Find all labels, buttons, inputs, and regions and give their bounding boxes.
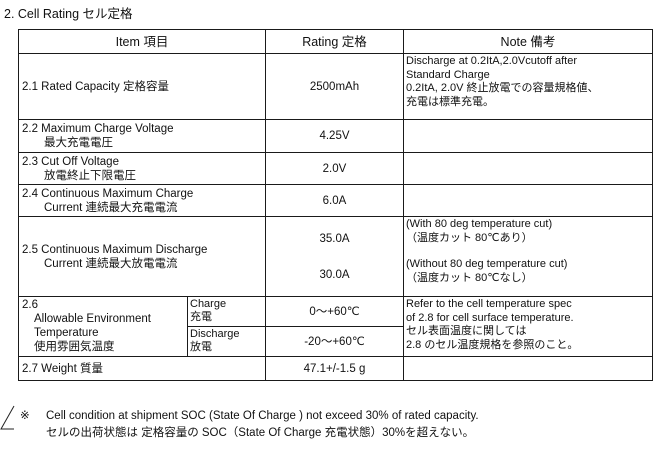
note-mark: ※ bbox=[20, 410, 30, 422]
row-cutoff-voltage: 2.3 Cut Off Voltage 放電終止下限電圧 2.0V bbox=[18, 152, 653, 185]
item-ja: 最大充電電圧 bbox=[44, 137, 113, 149]
note-empty bbox=[403, 356, 653, 381]
sub-charge: Charge 充電 bbox=[187, 296, 266, 327]
item-ja: Current 連続最大放電電流 bbox=[44, 257, 178, 270]
item-continuous-discharge: 2.5 Continuous Maximum Discharge Current… bbox=[18, 216, 266, 297]
item-line: Temperature bbox=[34, 327, 99, 339]
note-empty bbox=[403, 152, 653, 185]
sub-label: Charge bbox=[190, 298, 227, 310]
section-title: 2. Cell Rating セル定格 bbox=[4, 7, 133, 21]
item-cutoff-voltage: 2.3 Cut Off Voltage 放電終止下限電圧 bbox=[18, 152, 266, 185]
header-row: Item 項目 Rating 定格 Note 備考 bbox=[18, 29, 653, 54]
note-line: of 2.8 for cell surface temperature. bbox=[406, 311, 574, 324]
item-en: 2.4 Continuous Maximum Charge bbox=[22, 187, 194, 200]
note-continuous-discharge: (With 80 deg temperature cut) （温度カット 80℃… bbox=[403, 216, 653, 297]
note-line: （温度カット 80℃なし） bbox=[406, 271, 533, 284]
rating-continuous-charge: 6.0A bbox=[265, 184, 404, 217]
item-max-charge-voltage: 2.2 Maximum Charge Voltage 最大充電電圧 bbox=[18, 119, 266, 153]
note-empty bbox=[403, 184, 653, 217]
item-ja: 放電終止下限電圧 bbox=[44, 169, 136, 182]
note-line: 2.8 のセル温度規格を参照のこと。 bbox=[406, 338, 579, 351]
row-environment-charge: 2.6 Allowable Environment Temperature 使用… bbox=[18, 296, 653, 357]
rating-without-cut: 30.0A bbox=[319, 268, 350, 281]
item-en: 2.2 Maximum Charge Voltage bbox=[22, 123, 174, 135]
row-continuous-discharge: 2.5 Continuous Maximum Discharge Current… bbox=[18, 216, 653, 297]
warning-triangle-icon bbox=[0, 405, 15, 430]
item-ja: Current 連続最大充電電流 bbox=[44, 201, 178, 214]
item-rated-capacity: 2.1 Rated Capacity 定格容量 bbox=[18, 53, 266, 120]
row-max-charge-voltage: 2.2 Maximum Charge Voltage 最大充電電圧 4.25V bbox=[18, 119, 653, 153]
spacer bbox=[406, 245, 650, 258]
item-en: 2.3 Cut Off Voltage bbox=[22, 155, 119, 168]
rating-max-charge-voltage: 4.25V bbox=[265, 119, 404, 153]
row-environment-discharge: Discharge 放電 -20～+60℃ bbox=[19, 326, 653, 357]
rating-cutoff-voltage: 2.0V bbox=[265, 152, 404, 185]
header-item: Item 項目 bbox=[18, 29, 266, 54]
item-continuous-charge: 2.4 Continuous Maximum Charge Current 連続… bbox=[18, 184, 266, 217]
rating-discharge-temp: -20～+60℃ bbox=[265, 326, 404, 357]
note-environment: Refer to the cell temperature spec of 2.… bbox=[403, 296, 653, 357]
cell-rating-table: Item 項目 Rating 定格 Note 備考 2.1 Rated Capa… bbox=[18, 29, 653, 381]
note-line: （温度カット 80℃あり） bbox=[406, 231, 533, 244]
item-line: Allowable Environment bbox=[34, 313, 151, 325]
note-line: (With 80 deg temperature cut) bbox=[406, 218, 553, 230]
rating-charge-temp: 0～+60℃ bbox=[265, 296, 404, 327]
footnote: ※ Cell condition at shipment SOC (State O… bbox=[20, 408, 479, 442]
sub-discharge: Discharge 放電 bbox=[187, 326, 266, 357]
note-line: (Without 80 deg temperature cut) bbox=[406, 258, 568, 270]
note-rated-capacity: Discharge at 0.2ItA,2.0Vcutoff after Sta… bbox=[403, 53, 653, 120]
footnote-line-1: ※ Cell condition at shipment SOC (State O… bbox=[20, 408, 479, 425]
rating-continuous-discharge: 35.0A 30.0A bbox=[265, 216, 404, 297]
header-note: Note 備考 bbox=[403, 29, 653, 54]
sub-label: 放電 bbox=[190, 340, 212, 353]
item-line: 使用雰囲気温度 bbox=[34, 341, 115, 353]
note-line: セル表面温度に関しては bbox=[406, 325, 527, 337]
note-empty bbox=[403, 119, 653, 153]
item-en: 2.5 Continuous Maximum Discharge bbox=[22, 243, 208, 256]
note-line: 0.2ItA, 2.0V 終止放電での容量規格値、 bbox=[406, 82, 599, 94]
note-line: Discharge at 0.2ItA,2.0Vcutoff after bbox=[406, 55, 578, 67]
row-continuous-charge: 2.4 Continuous Maximum Charge Current 連続… bbox=[18, 184, 653, 217]
sub-label: 充電 bbox=[190, 310, 212, 323]
rating-weight: 47.1+/-1.5 g bbox=[265, 356, 404, 381]
row-rated-capacity: 2.1 Rated Capacity 定格容量 2500mAh Discharg… bbox=[18, 53, 653, 120]
note-line: Refer to the cell temperature spec bbox=[406, 298, 572, 310]
footnote-text-1: Cell condition at shipment SOC (State Of… bbox=[46, 410, 479, 422]
note-line: 充電は標準充電。 bbox=[406, 95, 494, 108]
note-line: Standard Charge bbox=[406, 68, 490, 81]
rating-with-cut: 35.0A bbox=[319, 232, 350, 245]
footnote-text-2: セルの出荷状態は 定格容量の SOC（State Of Charge 充電状態）… bbox=[46, 427, 475, 439]
rating-rated-capacity: 2500mAh bbox=[265, 53, 404, 120]
row-weight: 2.7 Weight 質量 47.1+/-1.5 g bbox=[18, 356, 653, 381]
item-environment: 2.6 Allowable Environment Temperature 使用… bbox=[18, 296, 188, 357]
item-weight: 2.7 Weight 質量 bbox=[18, 356, 266, 381]
item-num: 2.6 bbox=[22, 299, 38, 311]
header-rating: Rating 定格 bbox=[265, 29, 404, 54]
sub-label: Discharge bbox=[190, 328, 240, 340]
